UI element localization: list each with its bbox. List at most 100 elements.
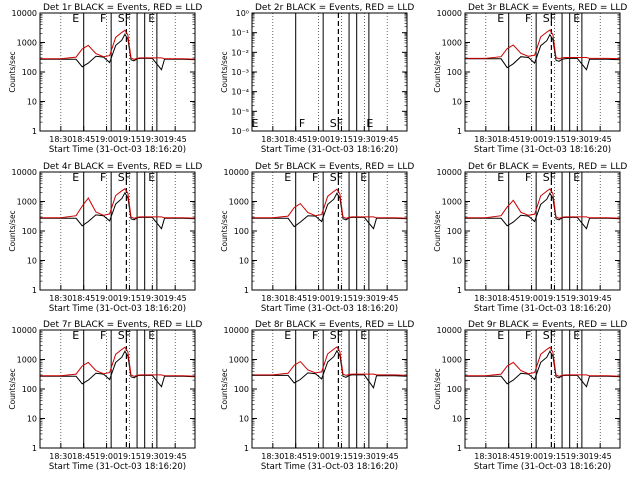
det-7-xlabel: Start Time (31-Oct-03 18:16:20) <box>49 462 186 472</box>
det-1-event-marker-3: E <box>148 12 155 25</box>
det-1-xlabel: Start Time (31-Oct-03 18:16:20) <box>49 145 186 155</box>
det-3-plot-frame <box>464 12 621 132</box>
det-6-event-marker-0: E <box>497 171 504 184</box>
det-3-title: Det 3r BLACK = Events, RED = LLD <box>468 3 627 13</box>
det-3-xtick-label-2: 19:00 <box>520 135 543 144</box>
det-7-xtick-label-2: 19:00 <box>95 452 118 461</box>
det-5-panel: 1 10 100 1000 10000 18:30 18:45 19:00 19:15 19:30… <box>220 162 414 314</box>
det-1-xtick-label-2: 19:00 <box>95 135 118 144</box>
det-6-event-marker-1: F <box>525 171 531 184</box>
det-1-event-marker-2: SF <box>118 12 131 25</box>
det-1-plot-frame <box>39 12 196 132</box>
det-4-event-marker-0: E <box>72 171 79 184</box>
det-2-ytick-label-1: 10⁻⁵ <box>231 107 249 116</box>
det-9-xtick-label-0: 18:30 <box>474 452 497 461</box>
det-3-xtick-label-5: 19:45 <box>589 135 612 144</box>
det-1-series-lld <box>39 29 196 60</box>
det-3-event-marker-0: E <box>497 12 504 25</box>
det-5-event-marker-3: E <box>360 171 367 184</box>
det-9-ylabel: Counts/sec <box>433 368 442 409</box>
det-1-series-events <box>39 33 196 71</box>
det-8-ylabel: Counts/sec <box>220 368 229 409</box>
det-1-xtick-label-5: 19:45 <box>164 135 187 144</box>
det-7-panel: 1 10 100 1000 10000 18:30 18:45 19:00 19:15 19:30… <box>8 320 202 472</box>
det-2-title: Det 2r BLACK = Events, RED = LLD <box>255 3 414 13</box>
det-5-ylabel: Counts/sec <box>220 210 229 251</box>
det-3-ytick-label-1: 10 <box>452 98 462 107</box>
det-5-xlabel: Start Time (31-Oct-03 18:16:20) <box>261 304 398 314</box>
det-2-ytick-label-3: 10⁻³ <box>231 68 249 77</box>
det-1-panel: 1 10 100 1000 10000 18:30 18:45 19:00 19:15 19:30… <box>8 3 202 155</box>
det-4-xtick-label-2: 19:00 <box>95 294 118 303</box>
det-6-xtick-label-1: 18:45 <box>497 294 520 303</box>
det-7-ytick-label-4: 10000 <box>12 326 37 335</box>
det-3-ytick-label-4: 10000 <box>437 9 462 18</box>
det-4-series-lld <box>39 188 196 219</box>
det-4-series-events <box>39 191 196 230</box>
det-1-ylabel: Counts/sec <box>8 51 17 92</box>
det-3-ytick-label-2: 100 <box>447 68 462 77</box>
det-2-xlabel: Start Time (31-Oct-03 18:16:20) <box>261 145 398 155</box>
det-5-ytick-label-2: 100 <box>234 227 249 236</box>
det-3-xtick-label-3: 19:15 <box>543 135 566 144</box>
det-6-ytick-label-2: 100 <box>447 227 462 236</box>
det-7-event-marker-3: E <box>148 329 155 342</box>
det-5-ytick-label-4: 10000 <box>224 168 249 177</box>
det-3-event-marker-2: SF <box>543 12 556 25</box>
det-1-ytick-label-3: 1000 <box>17 39 37 48</box>
det-3-event-marker-3: E <box>573 12 580 25</box>
det-2-event-marker-1: F <box>299 117 305 130</box>
det-8-event-marker-0: E <box>284 329 291 342</box>
det-9-ytick-label-4: 10000 <box>437 326 462 335</box>
det-2-xtick-label-0: 18:30 <box>261 135 284 144</box>
det-5-xtick-label-3: 19:15 <box>330 294 353 303</box>
det-1-ytick-label-4: 10000 <box>12 9 37 18</box>
det-7-event-marker-1: F <box>100 329 106 342</box>
det-8-event-marker-1: F <box>312 329 318 342</box>
det-9-event-marker-3: E <box>573 329 580 342</box>
det-9-ytick-label-2: 100 <box>447 385 462 394</box>
det-8-xlabel: Start Time (31-Oct-03 18:16:20) <box>261 462 398 472</box>
det-4-xtick-label-4: 19:30 <box>141 294 164 303</box>
det-2-xtick-label-5: 19:45 <box>376 135 399 144</box>
det-6-ytick-label-0: 1 <box>457 286 462 295</box>
det-4-ytick-label-2: 100 <box>22 227 37 236</box>
det-2-xtick-label-1: 18:45 <box>284 135 307 144</box>
det-5-ytick-label-1: 10 <box>239 257 249 266</box>
det-2-event-marker-2: SF <box>330 117 343 130</box>
det-2-event-marker-3: E <box>366 117 373 130</box>
det-2-xtick-label-3: 19:15 <box>330 135 353 144</box>
det-9-ytick-label-0: 1 <box>457 444 462 453</box>
det-5-ytick-label-3: 1000 <box>229 198 249 207</box>
det-7-ytick-label-1: 10 <box>27 415 37 424</box>
det-7-event-marker-0: E <box>72 329 79 342</box>
det-9-ytick-label-1: 10 <box>452 415 462 424</box>
det-8-ytick-label-0: 1 <box>244 444 249 453</box>
det-6-event-marker-3: E <box>573 171 580 184</box>
det-2-ylabel: Counts/sec <box>220 51 229 92</box>
det-6-title: Det 6r BLACK = Events, RED = LLD <box>468 162 627 172</box>
det-3-ylabel: Counts/sec <box>433 51 442 92</box>
det-4-title: Det 4r BLACK = Events, RED = LLD <box>43 162 202 172</box>
det-7-xtick-label-5: 19:45 <box>164 452 187 461</box>
det-7-series-events <box>39 350 196 388</box>
det-7-event-marker-2: SF <box>118 329 131 342</box>
det-2-ytick-label-5: 10⁻¹ <box>231 29 249 38</box>
det-6-xtick-label-3: 19:15 <box>543 294 566 303</box>
det-6-panel: 1 10 100 1000 10000 18:30 18:45 19:00 19:15 19:30… <box>433 162 627 314</box>
det-2-ytick-label-2: 10⁻⁴ <box>231 88 249 97</box>
det-6-ytick-label-4: 10000 <box>437 168 462 177</box>
det-5-xtick-label-1: 18:45 <box>284 294 307 303</box>
det-3-event-marker-1: F <box>525 12 531 25</box>
det-8-series-events <box>251 349 408 389</box>
det-8-xtick-label-0: 18:30 <box>261 452 284 461</box>
det-9-title: Det 9r BLACK = Events, RED = LLD <box>468 320 627 330</box>
det-5-title: Det 5r BLACK = Events, RED = LLD <box>255 162 414 172</box>
det-3-ytick-label-0: 1 <box>457 127 462 136</box>
det-2-ytick-label-4: 10⁻² <box>231 48 249 57</box>
det-9-xtick-label-5: 19:45 <box>589 452 612 461</box>
det-4-event-marker-2: SF <box>118 171 131 184</box>
det-3-series-lld <box>464 29 621 60</box>
det-1-event-marker-0: E <box>72 12 79 25</box>
